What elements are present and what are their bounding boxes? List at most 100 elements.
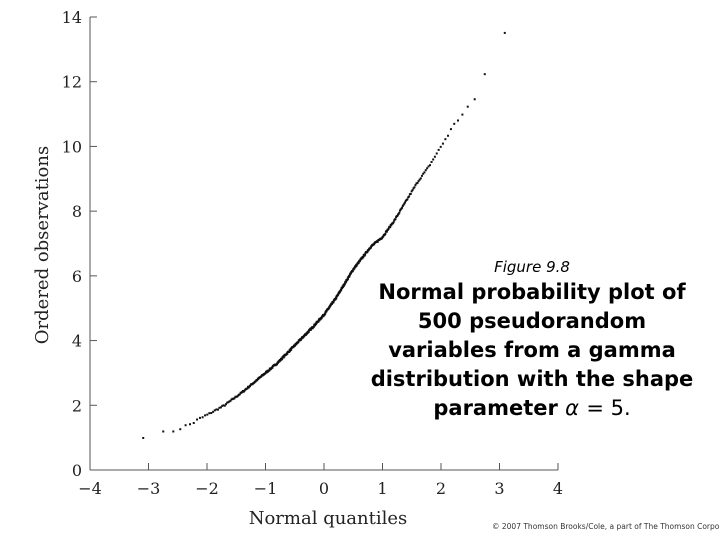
data-point xyxy=(404,201,407,204)
data-point xyxy=(423,171,426,174)
data-point xyxy=(409,192,412,195)
data-point xyxy=(353,267,356,270)
data-point xyxy=(441,142,444,145)
data-point xyxy=(249,385,252,388)
figure-description: Normal probability plot of 500 pseudoran… xyxy=(362,278,702,423)
data-point xyxy=(223,404,226,407)
data-point xyxy=(416,181,419,184)
data-point xyxy=(392,221,395,224)
data-point xyxy=(198,416,201,419)
data-point xyxy=(256,379,259,382)
data-point xyxy=(290,348,293,351)
data-point xyxy=(217,408,219,411)
data-point xyxy=(192,421,195,424)
data-point xyxy=(309,328,312,331)
data-point xyxy=(359,259,362,262)
data-point xyxy=(382,235,385,238)
data-point xyxy=(292,346,295,349)
data-point xyxy=(264,372,267,375)
data-point xyxy=(341,287,344,290)
data-point xyxy=(276,363,279,366)
data-point xyxy=(281,358,284,361)
data-point xyxy=(307,330,310,333)
x-tick-label: 4 xyxy=(553,479,563,498)
data-point xyxy=(218,406,221,409)
data-point xyxy=(397,212,400,215)
data-point xyxy=(227,401,230,404)
data-point xyxy=(401,206,404,209)
data-point xyxy=(340,288,343,291)
data-point xyxy=(444,138,447,141)
data-point xyxy=(411,189,414,192)
data-point xyxy=(362,256,365,259)
data-point xyxy=(337,293,340,296)
y-tick-label: 8 xyxy=(72,202,82,221)
x-tick-label: −1 xyxy=(254,479,278,498)
data-point xyxy=(419,177,422,180)
data-point xyxy=(392,222,395,225)
data-point xyxy=(364,253,367,256)
data-point xyxy=(246,387,249,390)
y-tick-label: 12 xyxy=(62,73,82,92)
data-point xyxy=(343,283,346,286)
data-point xyxy=(355,264,358,267)
y-tick-label: 14 xyxy=(62,8,82,27)
copyright-notice: © 2007 Thomson Brooks/Cole, a part of Th… xyxy=(492,522,720,531)
data-point xyxy=(324,312,327,315)
data-point xyxy=(402,203,405,206)
y-tick-label: 2 xyxy=(72,396,82,415)
data-point xyxy=(289,349,292,352)
data-point xyxy=(483,73,486,76)
y-axis-label: Ordered observations xyxy=(32,146,53,344)
data-point xyxy=(189,423,192,426)
data-point xyxy=(420,174,423,177)
caption-text: Normal probability plot of 500 pseudoran… xyxy=(370,280,694,420)
data-point xyxy=(201,416,204,419)
data-point xyxy=(229,399,232,402)
data-point xyxy=(204,414,207,417)
figure-number: Figure 9.8 xyxy=(494,258,570,276)
data-point xyxy=(435,152,438,155)
data-point xyxy=(426,167,429,170)
data-point xyxy=(390,224,393,227)
data-point xyxy=(271,366,274,369)
data-point xyxy=(282,356,285,359)
y-tick-label: 10 xyxy=(62,137,82,156)
data-point xyxy=(230,398,233,401)
data-point xyxy=(466,105,469,108)
figure-caption: Figure 9.8 Normal probability plot of 50… xyxy=(362,258,702,423)
data-point xyxy=(221,404,224,407)
data-point xyxy=(179,428,182,431)
data-point xyxy=(396,214,399,217)
data-point xyxy=(228,400,231,403)
data-point xyxy=(196,418,199,421)
data-point xyxy=(351,269,354,272)
data-point xyxy=(357,262,360,265)
data-point xyxy=(238,393,241,396)
data-point xyxy=(473,98,476,101)
y-tick-label: 4 xyxy=(72,332,82,351)
data-point xyxy=(456,119,459,122)
data-point xyxy=(447,134,450,137)
data-point xyxy=(439,145,442,148)
data-point xyxy=(424,169,427,172)
data-point xyxy=(366,250,369,253)
data-point xyxy=(437,148,440,151)
data-point xyxy=(385,230,388,233)
data-point xyxy=(247,386,250,389)
x-tick-label: −4 xyxy=(78,479,102,498)
data-point xyxy=(276,362,279,365)
data-point xyxy=(387,227,390,230)
x-tick-label: 1 xyxy=(377,479,387,498)
data-point xyxy=(449,128,452,131)
data-points xyxy=(142,31,506,439)
data-point xyxy=(376,240,379,243)
data-point xyxy=(213,409,216,412)
data-point xyxy=(325,310,328,313)
data-point xyxy=(243,389,246,392)
data-point xyxy=(503,31,506,34)
data-point xyxy=(297,341,300,343)
x-tick-label: 3 xyxy=(494,479,504,498)
data-point xyxy=(356,263,359,266)
